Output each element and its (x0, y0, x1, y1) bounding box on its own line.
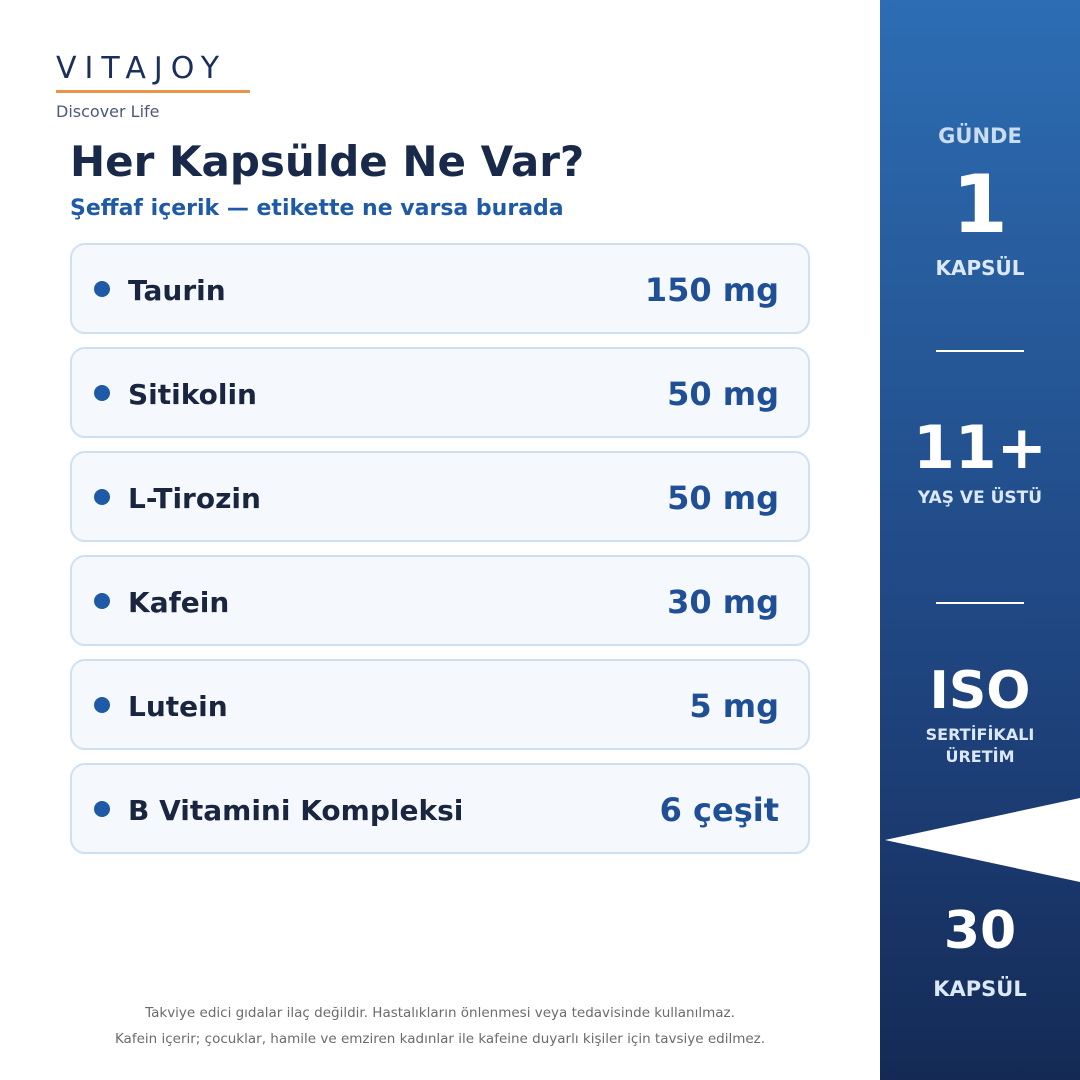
age-big: 11+ (913, 413, 1047, 483)
bullet (94, 801, 110, 817)
ingredient-name: B Vitamini Kompleksi (128, 794, 463, 827)
wedge (885, 798, 1080, 882)
bullet (94, 593, 110, 609)
ingredient-amount: 50 mg (667, 375, 779, 413)
iso-big: ISO (929, 661, 1030, 721)
card-box (70, 763, 810, 854)
card-box (70, 451, 810, 542)
subtitle: Şeffaf içerik — etikette ne varsa burada (70, 196, 564, 221)
ingredient-name: Taurin (128, 274, 226, 307)
ingredient-amount: 5 mg (689, 687, 779, 725)
ingredient-name: L-Tirozin (128, 482, 261, 515)
brand-underline (56, 90, 250, 93)
sidebar (880, 0, 1080, 1080)
disclaimer: Kafein içerir; çocuklar, hamile ve emzir… (115, 1031, 765, 1047)
ingredient-card: Lutein 5 mg (70, 659, 810, 750)
ingredient-amount: 6 çeşit (660, 791, 779, 829)
ingredient-card: Kafein 30 mg (70, 555, 810, 646)
dose-big: 1 (952, 158, 1008, 251)
card-box (70, 555, 810, 646)
title: Her Kapsülde Ne Var? (70, 137, 584, 186)
ingredient-card: B Vitamini Kompleksi 6 çeşit (70, 763, 810, 854)
ingredient-amount: 30 mg (667, 583, 779, 621)
iso-bottom: ÜRETİM (945, 747, 1014, 766)
age-bottom: YAŞ VE ÜSTÜ (917, 486, 1042, 508)
card-box (70, 659, 810, 750)
ingredient-list: Taurin 150 mg Sitikolin 50 mg L-Tirozin 50 mg… (70, 243, 810, 854)
pack-bottom: KAPSÜL (933, 976, 1026, 1001)
pack-big: 30 (944, 901, 1016, 961)
ingredient-amount: 150 mg (645, 271, 779, 309)
bullet (94, 489, 110, 505)
tagline: Discover Life (56, 102, 160, 121)
dose-top: GÜNDE (938, 123, 1022, 148)
brand: VITAJOY (56, 51, 227, 86)
card-box (70, 347, 810, 438)
bullet (94, 385, 110, 401)
ingredient-card: L-Tirozin 50 mg (70, 451, 810, 542)
dose-bottom: KAPSÜL (935, 256, 1024, 280)
bullet (94, 281, 110, 297)
iso-bottom: SERTİFİKALI (926, 725, 1035, 744)
disclaimer: Takviye edici gıdalar ilaç değildir. Has… (144, 1005, 735, 1021)
ingredient-card: Sitikolin 50 mg (70, 347, 810, 438)
card-box (70, 243, 810, 334)
ingredient-card: Taurin 150 mg (70, 243, 810, 334)
ingredient-name: Kafein (128, 586, 229, 619)
ingredient-name: Sitikolin (128, 378, 257, 411)
ingredient-name: Lutein (128, 690, 228, 723)
ingredient-amount: 50 mg (667, 479, 779, 517)
bullet (94, 697, 110, 713)
